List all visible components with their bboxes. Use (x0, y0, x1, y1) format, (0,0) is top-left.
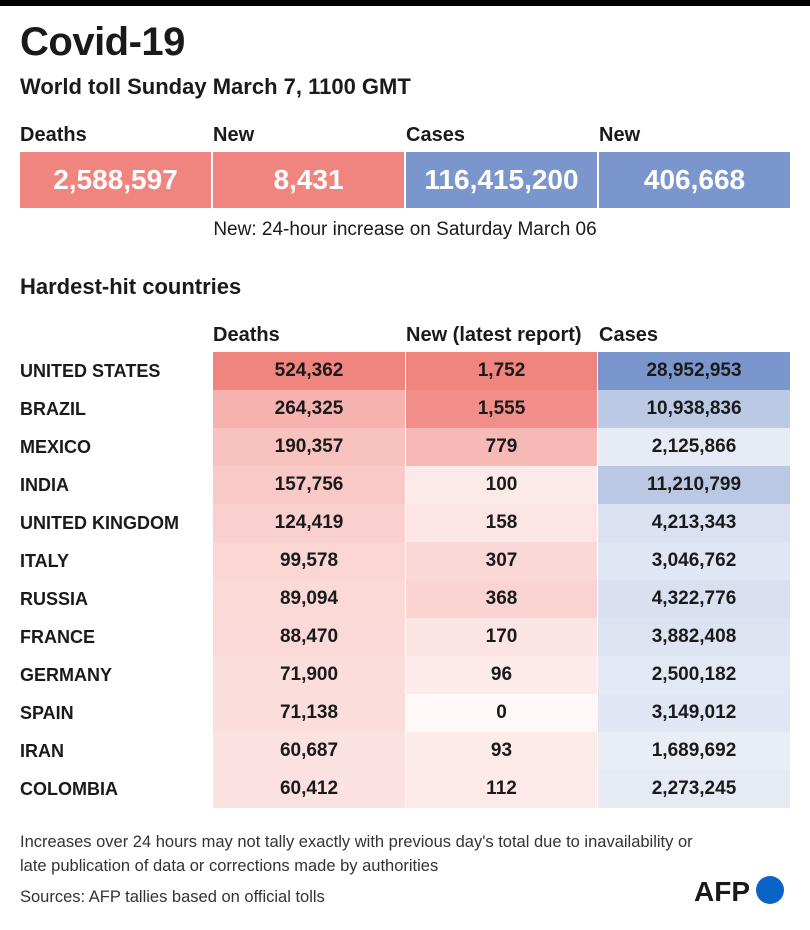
cases-cell-italy: 3,046,762 (598, 542, 790, 580)
country-label-france: FRANCE (20, 627, 95, 647)
footnote: Increases over 24 hours may not tally ex… (20, 833, 693, 875)
chart-subtitle: World toll Sunday March 7, 1100 GMT (20, 74, 411, 99)
column-header-new: New (latest report) (406, 324, 582, 346)
source-note: Sources: AFP tallies based on official t… (20, 888, 325, 906)
summary-label-new-cases: New (599, 124, 641, 146)
summary-label-cases: Cases (406, 124, 465, 146)
country-label-united-kingdom: UNITED KINGDOM (20, 513, 179, 533)
country-label-russia: RUSSIA (20, 589, 89, 609)
deaths-cell-mexico: 190,357 (213, 428, 405, 466)
section-title: Hardest-hit countries (20, 274, 242, 299)
new-cell-united-states: 1,752 (406, 352, 597, 390)
deaths-cell-iran: 60,687 (213, 732, 405, 770)
new-cell-russia: 368 (406, 580, 597, 618)
new-cell-iran: 93 (406, 732, 597, 770)
new-cell-germany: 96 (406, 656, 597, 694)
new-cell-colombia: 112 (406, 770, 597, 808)
country-label-iran: IRAN (20, 741, 64, 761)
cases-cell-india: 11,210,799 (598, 466, 790, 504)
country-label-germany: GERMANY (20, 665, 113, 685)
new-cell-france: 170 (406, 618, 597, 656)
deaths-cell-brazil: 264,325 (213, 390, 405, 428)
cases-cell-mexico: 2,125,866 (598, 428, 790, 466)
cases-cell-russia: 4,322,776 (598, 580, 790, 618)
summary-label-new-deaths: New (213, 124, 255, 146)
cases-cell-united-kingdom: 4,213,343 (598, 504, 790, 542)
svg-text:AFP: AFP (694, 876, 750, 907)
cases-cell-france: 3,882,408 (598, 618, 790, 656)
chart-title: Covid-19 (20, 20, 185, 64)
top-rule (0, 0, 810, 6)
deaths-cell-russia: 89,094 (213, 580, 405, 618)
cases-cell-united-states: 28,952,953 (598, 352, 790, 390)
cases-cell-brazil: 10,938,836 (598, 390, 790, 428)
cases-cell-spain: 3,149,012 (598, 694, 790, 732)
new-cell-united-kingdom: 158 (406, 504, 597, 542)
deaths-cell-colombia: 60,412 (213, 770, 405, 808)
new-cell-mexico: 779 (406, 428, 597, 466)
deaths-cell-france: 88,470 (213, 618, 405, 656)
country-label-india: INDIA (20, 475, 69, 495)
summary-value-cases: 116,415,200 (406, 152, 597, 208)
deaths-cell-germany: 71,900 (213, 656, 405, 694)
column-header-deaths: Deaths (213, 324, 280, 346)
new-cell-italy: 307 (406, 542, 597, 580)
new-cell-spain: 0 (406, 694, 597, 732)
afp-logo: AFP (694, 876, 784, 907)
country-label-italy: ITALY (20, 551, 70, 571)
summary-value-new-cases: 406,668 (599, 152, 790, 208)
country-label-mexico: MEXICO (20, 437, 92, 457)
deaths-cell-united-states: 524,362 (213, 352, 405, 390)
column-header-cases: Cases (599, 324, 658, 346)
new-cell-brazil: 1,555 (406, 390, 597, 428)
summary-label-deaths: Deaths (20, 124, 87, 146)
summary-value-deaths: 2,588,597 (20, 152, 211, 208)
deaths-cell-india: 157,756 (213, 466, 405, 504)
country-label-united-states: UNITED STATES (20, 361, 161, 381)
deaths-cell-united-kingdom: 124,419 (213, 504, 405, 542)
new-cell-india: 100 (406, 466, 597, 504)
deaths-cell-italy: 99,578 (213, 542, 405, 580)
country-label-brazil: BRAZIL (20, 399, 86, 419)
country-label-colombia: COLOMBIA (20, 779, 118, 799)
summary-note: New: 24-hour increase on Saturday March … (213, 219, 597, 240)
country-label-spain: SPAIN (20, 703, 74, 723)
deaths-cell-spain: 71,138 (213, 694, 405, 732)
cases-cell-germany: 2,500,182 (598, 656, 790, 694)
summary-value-new-deaths: 8,431 (213, 152, 404, 208)
cases-cell-iran: 1,689,692 (598, 732, 790, 770)
cases-cell-colombia: 2,273,245 (598, 770, 790, 808)
